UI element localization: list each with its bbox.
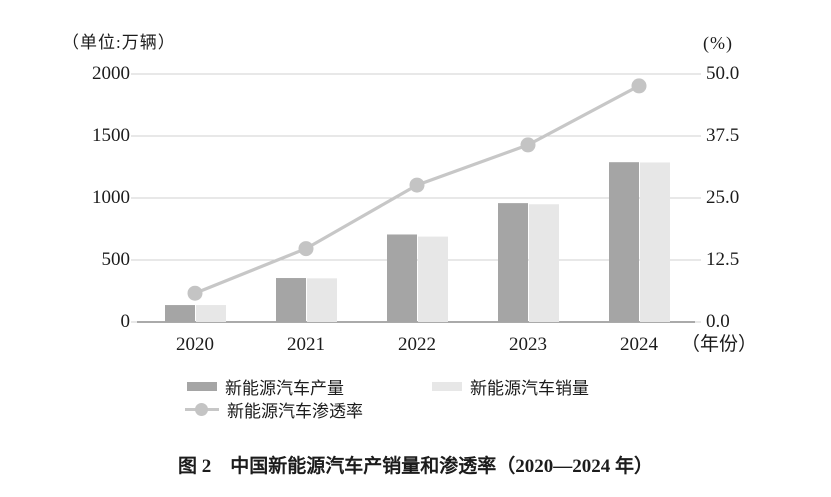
left-axis-unit-label: （单位:万辆） [62,33,176,52]
bar-production-2023 [498,203,528,322]
penetration-marker-2022 [409,177,425,193]
penetration-marker-2021 [298,241,314,257]
bar-sales-2022 [418,236,448,322]
x-axis-tick-label: 2023 [509,334,547,355]
legend-label-sales: 新能源汽车销量 [470,378,589,398]
bar-sales-2024 [640,162,670,322]
figure-caption: 图 2 中国新能源汽车产销量和渗透率（2020—2024 年） [177,456,653,477]
penetration-marker-2020 [187,285,203,301]
bar-sales-2021 [307,278,337,322]
legend-label-penetration: 新能源汽车渗透率 [227,401,363,421]
right-axis-tick-label: 0.0 [706,311,730,332]
production-swatch-icon [187,381,217,391]
bar-sales-2020 [196,305,226,322]
bar-production-2022 [387,234,417,322]
penetration-swatch [185,402,219,417]
x-axis-tick-label: 2024 [620,334,658,355]
right-axis-tick-label: 12.5 [706,249,740,270]
left-axis-tick-label: 2000 [92,63,130,84]
penetration-marker-icon [195,402,208,416]
x-axis-tick-label: 2020 [176,334,214,355]
left-axis-tick-label: 0 [120,311,131,332]
right-axis-tick-label: 50.0 [706,63,740,84]
right-axis-tick-label: 25.0 [706,187,740,208]
left-axis-tick-label: 1500 [92,125,130,146]
penetration-marker-2024 [631,78,647,94]
bar-production-2020 [165,305,195,322]
right-axis-tick-label: 37.5 [706,125,740,146]
legend-item-penetration: 新能源汽车渗透率 [185,398,363,421]
x-axis-tick-label: 2021 [287,334,325,355]
bar-production-2021 [276,278,306,322]
penetration-marker-2023 [520,137,536,153]
bar-production-2024 [609,162,639,322]
left-axis-tick-label: 1000 [92,187,130,208]
sales-swatch-icon [432,381,462,391]
left-axis-tick-label: 500 [101,249,131,270]
legend-item-sales: 新能源汽车销量 [432,375,589,398]
x-axis-tick-label: 2022 [398,334,436,355]
bar-sales-2023 [529,204,559,322]
x-axis-unit-label: （年份） [681,334,758,355]
right-axis-unit-label: (%) [703,33,733,53]
legend-label-production: 新能源汽车产量 [225,378,344,398]
legend-item-production: 新能源汽车产量 [187,375,344,398]
